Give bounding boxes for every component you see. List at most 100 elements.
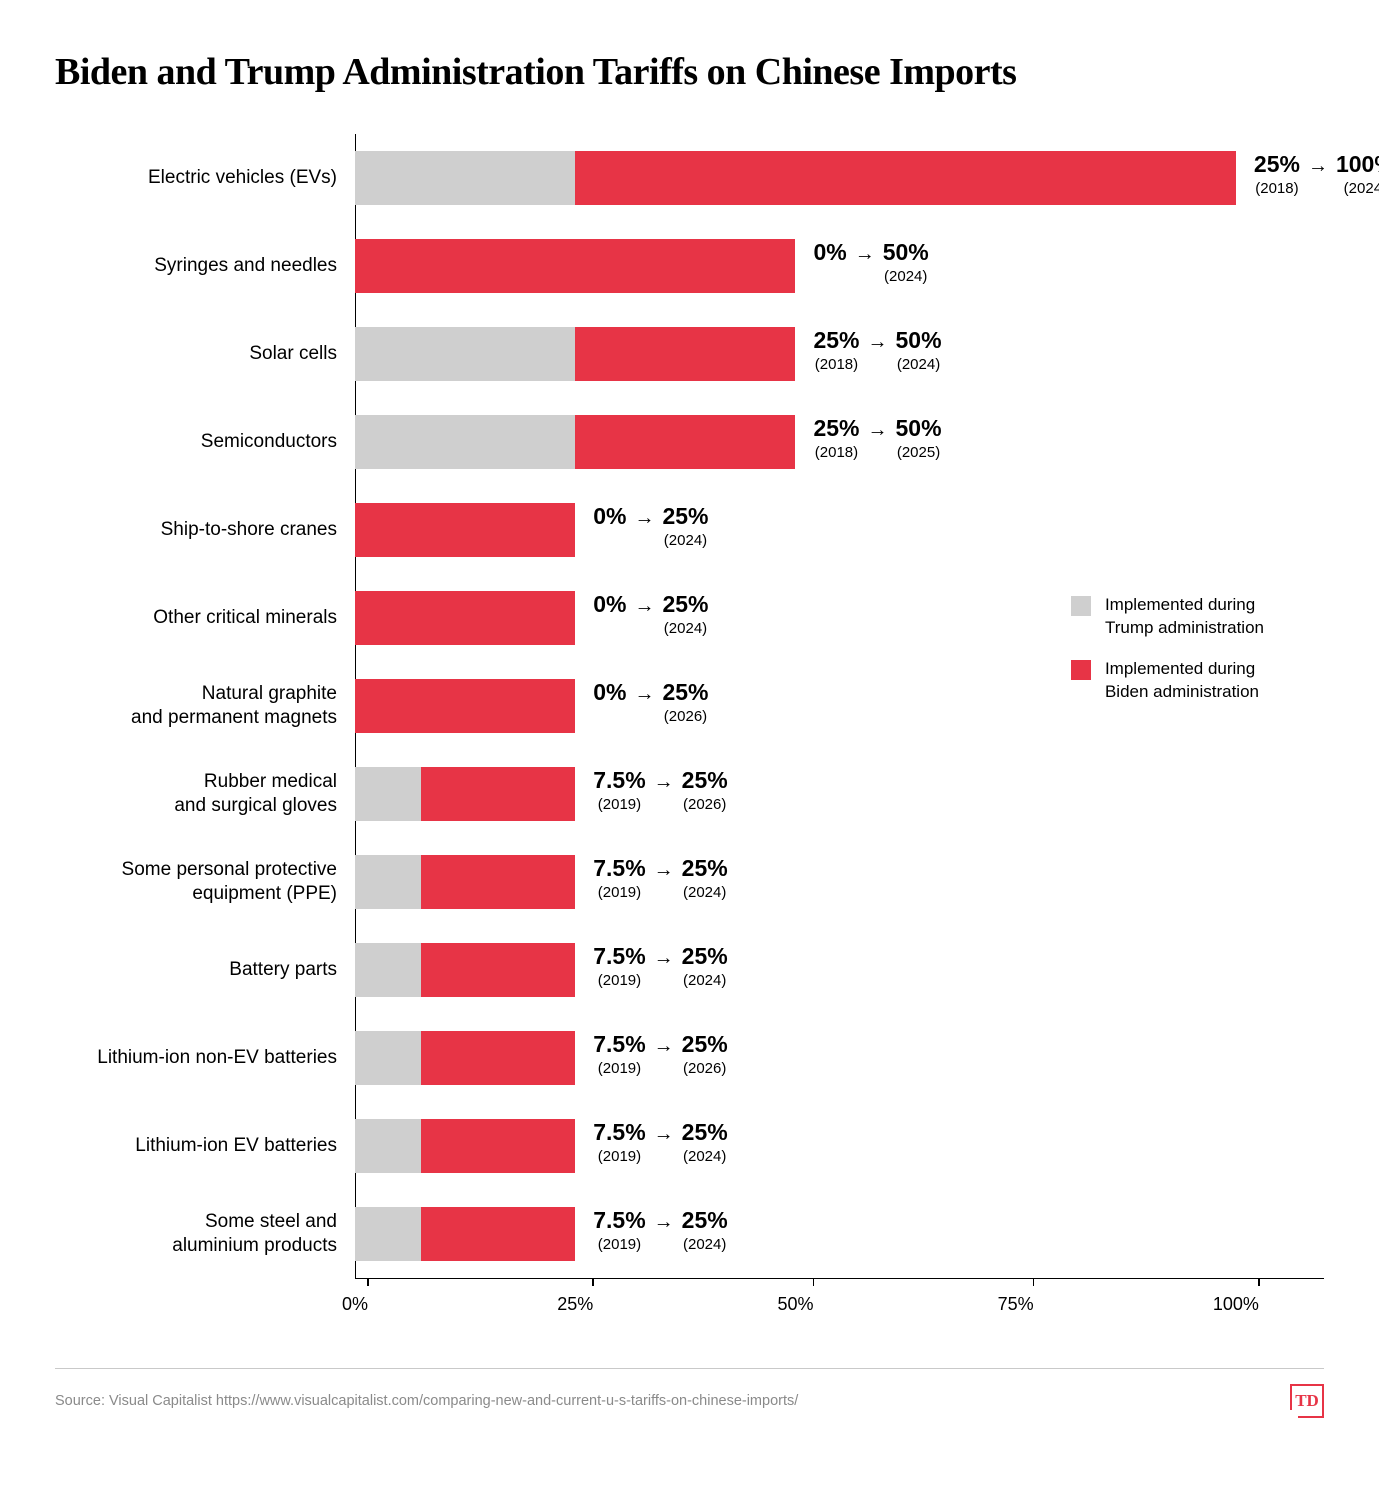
bar-row: Other critical minerals0%→25%(2024): [55, 574, 1324, 662]
category-label: Semiconductors: [55, 430, 355, 454]
category-label: Rubber medicaland surgical gloves: [55, 770, 355, 818]
arrow-icon: →: [1308, 155, 1328, 178]
chart-area: Implemented duringTrump administrationIm…: [55, 134, 1324, 1328]
bar-row: Semiconductors25%→50%(2018)(2025): [55, 398, 1324, 486]
value-label: 25%→100%(2018)(2024): [1254, 151, 1379, 198]
to-value: 50%: [896, 327, 942, 354]
bar-track: 7.5%→25%(2019)(2024): [355, 943, 1324, 997]
bar-segment-biden: [421, 1207, 575, 1261]
bar-row: Battery parts7.5%→25%(2019)(2024): [55, 926, 1324, 1014]
arrow-icon: →: [634, 683, 654, 706]
bar-row: Syringes and needles 0% → 50% (2024): [55, 222, 1324, 310]
bar-track: 0%→25%(2026): [355, 679, 1324, 733]
category-label: Lithium-ion non-EV batteries: [55, 1046, 355, 1070]
year-labels: (2019)(2024): [593, 1236, 727, 1254]
bar-segment-biden: [355, 679, 575, 733]
bar-segment-trump: [355, 151, 575, 205]
arrow-icon: →: [634, 595, 654, 618]
year-labels: (2024): [813, 268, 928, 286]
to-year: (2024): [683, 1236, 726, 1253]
x-tick: 0%: [355, 1278, 381, 1315]
value-label: 0%→25%(2026): [593, 679, 708, 726]
bar-segment-trump: [355, 855, 421, 909]
bar-track: 7.5%→25%(2019)(2024): [355, 855, 1324, 909]
bar-row: Some personal protectiveequipment (PPE)7…: [55, 838, 1324, 926]
bar-track: 7.5%→25%(2019)(2026): [355, 1031, 1324, 1085]
from-year: (2018): [815, 444, 858, 461]
x-tick: 25%: [575, 1278, 611, 1315]
value-label: 7.5%→25%(2019)(2024): [593, 943, 727, 990]
bar-row: Solar cells 25%→50%(2018)(2024): [55, 310, 1324, 398]
bar-segment-biden: [575, 327, 795, 381]
to-value: 50%: [883, 239, 929, 266]
bar-row: Lithium-ion EV batteries7.5%→25%(2019)(2…: [55, 1102, 1324, 1190]
x-tick: 100%: [1236, 1278, 1282, 1315]
bar-segment-biden: [575, 151, 1236, 205]
bar-segment-biden: [355, 503, 575, 557]
to-value: 25%: [662, 503, 708, 530]
from-value: 7.5%: [593, 1031, 645, 1058]
bar-segment-trump: [355, 1031, 421, 1085]
bar-segment-biden: [421, 767, 575, 821]
bar-segment-trump: [355, 415, 575, 469]
to-value: 25%: [662, 679, 708, 706]
from-value: 7.5%: [593, 1207, 645, 1234]
to-year: (2024): [1344, 180, 1379, 197]
category-label: Lithium-ion EV batteries: [55, 1134, 355, 1158]
value-label: 7.5%→25%(2019)(2024): [593, 855, 727, 902]
to-year: (2026): [683, 796, 726, 813]
category-label: Syringes and needles: [55, 254, 355, 278]
x-tick: 50%: [795, 1278, 831, 1315]
bar-track: 7.5%→25%(2019)(2024): [355, 1119, 1324, 1173]
from-year: (2019): [598, 1148, 641, 1165]
bar-row: Rubber medicaland surgical gloves7.5%→25…: [55, 750, 1324, 838]
to-value: 25%: [682, 1207, 728, 1234]
value-label: 7.5% → 25% (2019)(2024): [593, 1207, 727, 1254]
x-tick: 75%: [1016, 1278, 1052, 1315]
from-year: (2018): [1255, 180, 1298, 197]
to-value: 100%: [1336, 151, 1379, 178]
from-value: 0%: [813, 239, 846, 266]
to-year: (2025): [897, 444, 940, 461]
category-label: Solar cells: [55, 342, 355, 366]
from-year: (2019): [598, 972, 641, 989]
from-value: 7.5%: [593, 1119, 645, 1146]
from-value: 7.5%: [593, 767, 645, 794]
value-label: 7.5%→25%(2019)(2024): [593, 1119, 727, 1166]
bar-track: 7.5%→25%(2019)(2026): [355, 767, 1324, 821]
to-year: (2024): [897, 356, 940, 373]
arrow-icon: →: [654, 1123, 674, 1146]
to-year: (2026): [664, 708, 707, 725]
chart-title: Biden and Trump Administration Tariffs o…: [55, 50, 1324, 94]
from-value: 25%: [813, 327, 859, 354]
bar-row: Some steel andaluminium products 7.5% → 25%…: [55, 1190, 1324, 1278]
arrow-icon: →: [855, 243, 875, 266]
bar-track: 25%→50%(2018)(2024): [355, 327, 1324, 381]
bar-segment-biden: [575, 415, 795, 469]
bar-row: Ship-to-shore cranes0%→25%(2024): [55, 486, 1324, 574]
year-labels: (2019)(2026): [593, 1060, 727, 1078]
to-year: (2024): [683, 884, 726, 901]
bar-segment-biden: [421, 855, 575, 909]
value-label: 25%→50%(2018)(2024): [813, 327, 941, 374]
bar-segment-trump: [355, 327, 575, 381]
year-labels: (2024): [593, 532, 708, 550]
bar-segment-biden: [355, 239, 795, 293]
year-labels: (2019) (2024): [593, 884, 727, 902]
category-label: Some steel andaluminium products: [55, 1210, 355, 1258]
arrow-icon: →: [654, 859, 674, 882]
bar-row: Natural graphiteand permanent magnets0%→…: [55, 662, 1324, 750]
bar-rows: Electric vehicles (EVs)25%→100%(2018)(20…: [55, 134, 1324, 1278]
value-label: 25%→50%(2018)(2025): [813, 415, 941, 462]
to-value: 25%: [682, 855, 728, 882]
arrow-icon: →: [654, 1211, 674, 1234]
to-year: (2024): [664, 532, 707, 549]
publisher-logo: TD: [1290, 1384, 1324, 1418]
from-year: (2019): [598, 884, 641, 901]
bar-row: Electric vehicles (EVs)25%→100%(2018)(20…: [55, 134, 1324, 222]
to-year: (2024): [884, 268, 927, 285]
to-value: 25%: [682, 943, 728, 970]
value-label: 0% → 50% (2024): [813, 239, 928, 286]
from-year: (2019): [598, 796, 641, 813]
value-label: 7.5%→25%(2019)(2026): [593, 1031, 727, 1078]
